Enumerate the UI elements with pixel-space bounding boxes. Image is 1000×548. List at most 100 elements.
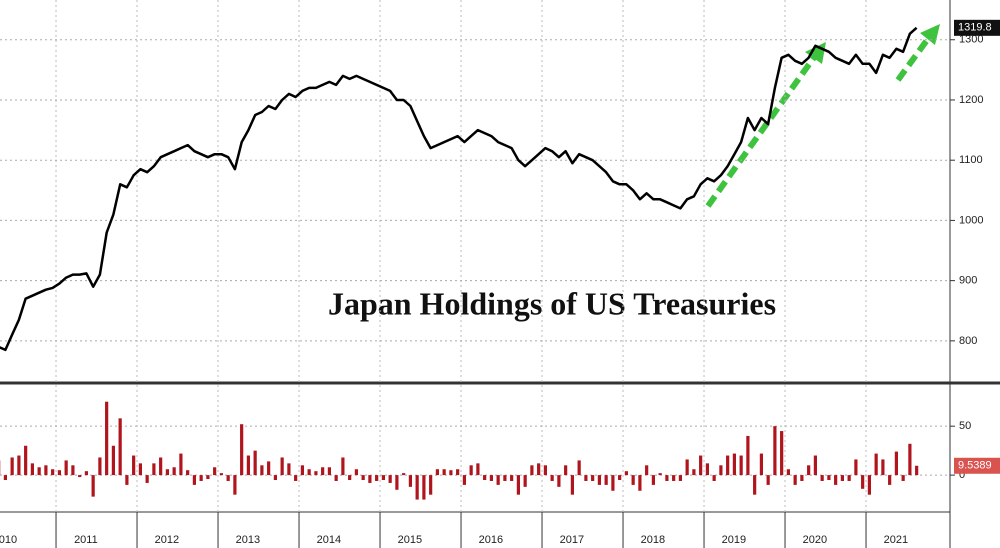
bar bbox=[44, 465, 48, 476]
bar bbox=[98, 457, 102, 476]
bar bbox=[854, 459, 858, 476]
bar bbox=[368, 475, 372, 483]
bar bbox=[881, 459, 885, 476]
y-tick-label: 0 bbox=[959, 469, 965, 481]
bar bbox=[476, 463, 480, 476]
bar bbox=[395, 475, 399, 490]
bar bbox=[807, 465, 811, 476]
bar bbox=[152, 463, 156, 476]
bar bbox=[888, 475, 892, 485]
bar bbox=[199, 475, 203, 481]
bar bbox=[705, 463, 709, 476]
bar bbox=[672, 475, 676, 481]
bar bbox=[449, 470, 453, 476]
bar bbox=[462, 475, 466, 485]
bar bbox=[3, 475, 7, 480]
bar bbox=[773, 426, 777, 476]
bar bbox=[780, 431, 784, 476]
bar bbox=[550, 475, 554, 481]
bar bbox=[280, 457, 284, 476]
y-tick-label: 900 bbox=[959, 275, 977, 287]
bar bbox=[226, 475, 230, 481]
bar bbox=[638, 475, 642, 491]
x-tick-label: 2010 bbox=[0, 534, 17, 546]
bar bbox=[91, 475, 95, 497]
bar bbox=[64, 460, 68, 476]
x-tick-label: 2016 bbox=[479, 534, 503, 546]
y-tick-label: 1300 bbox=[959, 34, 983, 46]
y-tick-label: 800 bbox=[959, 335, 977, 347]
bar bbox=[651, 475, 655, 485]
bar bbox=[84, 471, 88, 476]
x-tick-label: 2014 bbox=[317, 534, 341, 546]
bar bbox=[624, 471, 628, 476]
bar bbox=[469, 465, 473, 476]
bar bbox=[132, 455, 136, 476]
bar bbox=[375, 475, 379, 481]
last-value-label: 9.5389 bbox=[958, 460, 992, 472]
bar bbox=[503, 475, 507, 481]
bar bbox=[206, 475, 210, 480]
bar bbox=[125, 475, 129, 485]
x-tick-label: 2020 bbox=[803, 534, 827, 546]
bar bbox=[483, 475, 487, 480]
bar bbox=[145, 475, 149, 483]
bar bbox=[726, 455, 730, 476]
bar bbox=[577, 460, 581, 476]
bar bbox=[10, 457, 14, 476]
bar bbox=[314, 471, 318, 476]
arrow-shaft bbox=[705, 54, 818, 208]
y-tick-label: 50 bbox=[959, 420, 971, 432]
x-tick-label: 2015 bbox=[398, 534, 422, 546]
last-value-label: 1319.8 bbox=[958, 22, 992, 34]
bar bbox=[665, 475, 669, 481]
bar bbox=[557, 475, 561, 487]
bar bbox=[172, 467, 176, 476]
bar bbox=[611, 475, 615, 491]
bar bbox=[260, 465, 264, 476]
bar bbox=[402, 473, 406, 476]
bar bbox=[30, 463, 34, 476]
bar bbox=[287, 463, 291, 476]
bar bbox=[179, 453, 183, 476]
bar bbox=[516, 475, 520, 495]
bar bbox=[429, 475, 433, 495]
bar bbox=[267, 461, 271, 476]
bar bbox=[658, 473, 662, 476]
bar bbox=[17, 455, 21, 476]
bar bbox=[834, 475, 838, 485]
bar bbox=[118, 418, 122, 476]
y-tick-label: 1000 bbox=[959, 214, 983, 226]
bar bbox=[692, 469, 696, 476]
bar bbox=[354, 469, 358, 476]
bar bbox=[361, 475, 365, 480]
x-tick-label: 2019 bbox=[722, 534, 746, 546]
bar bbox=[71, 465, 75, 476]
bar bbox=[219, 473, 223, 476]
x-tick-label: 2013 bbox=[236, 534, 260, 546]
bar bbox=[543, 465, 547, 476]
bar bbox=[273, 475, 277, 480]
bar bbox=[793, 475, 797, 485]
bar bbox=[321, 467, 325, 476]
bar bbox=[874, 453, 878, 476]
bar bbox=[138, 463, 142, 476]
bar bbox=[759, 453, 763, 476]
bar bbox=[159, 457, 163, 476]
bar bbox=[300, 465, 304, 476]
bar bbox=[442, 469, 446, 476]
bar bbox=[186, 470, 190, 476]
x-tick-label: 2018 bbox=[641, 534, 665, 546]
x-tick-label: 2011 bbox=[74, 534, 98, 546]
bar bbox=[240, 424, 244, 476]
bar bbox=[510, 475, 514, 481]
bar bbox=[915, 465, 919, 476]
bar bbox=[334, 475, 338, 481]
y-tick-label: 1200 bbox=[959, 94, 983, 106]
bar bbox=[894, 451, 898, 476]
bar bbox=[213, 467, 217, 476]
bar bbox=[496, 475, 500, 485]
bar bbox=[618, 475, 622, 480]
